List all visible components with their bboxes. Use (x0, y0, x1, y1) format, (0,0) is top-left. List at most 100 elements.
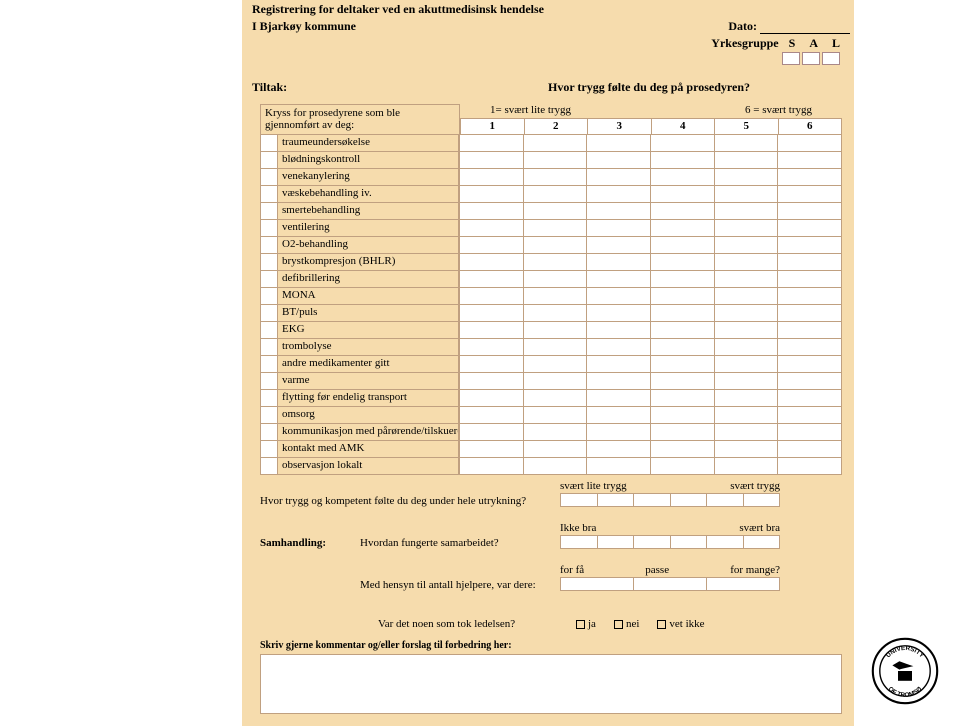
org-line: I Bjarkøy kommune (252, 19, 356, 34)
procedure-rating-cells[interactable] (459, 441, 842, 458)
procedure-checkbox[interactable] (260, 271, 278, 288)
procedure-checkbox[interactable] (260, 441, 278, 458)
procedure-rating-cells[interactable] (459, 322, 842, 339)
procedure-row: BT/puls (260, 305, 842, 322)
comment-label: Skriv gjerne kommentar og/eller forslag … (260, 640, 512, 651)
procedure-label: andre medikamenter gitt (278, 356, 459, 373)
hjelpere-boxes[interactable] (560, 577, 780, 591)
utrykning-question: Hvor trygg og kompetent følte du deg und… (260, 480, 842, 507)
procedure-rating-cells[interactable] (459, 373, 842, 390)
procedure-rating-cells[interactable] (459, 152, 842, 169)
yrk-box-l[interactable] (822, 52, 840, 65)
procedure-checkbox[interactable] (260, 356, 278, 373)
procedures-table: Kryss for prosedyrene som ble gjennomfør… (260, 104, 842, 475)
procedure-row: omsorg (260, 407, 842, 424)
procedure-row: kontakt med AMK (260, 441, 842, 458)
procedure-rating-cells[interactable] (459, 271, 842, 288)
procedure-checkbox[interactable] (260, 135, 278, 152)
yrk-box-s[interactable] (782, 52, 800, 65)
procedure-row: MONA (260, 288, 842, 305)
procedure-label: brystkompresjon (BHLR) (278, 254, 459, 271)
procedure-label: O2-behandling (278, 237, 459, 254)
procedure-label: kommunikasjon med pårørende/tilskuere (278, 424, 459, 441)
yrk-box-a[interactable] (802, 52, 820, 65)
procedure-checkbox[interactable] (260, 152, 278, 169)
ledelse-vetikke-box[interactable] (657, 620, 666, 629)
procedure-row: defibrillering (260, 271, 842, 288)
procedure-row: O2-behandling (260, 237, 842, 254)
procedure-row: ventilering (260, 220, 842, 237)
procedure-checkbox[interactable] (260, 288, 278, 305)
yrkesgruppe-label: Yrkesgruppe (711, 36, 778, 51)
procedure-row: kommunikasjon med pårørende/tilskuere (260, 424, 842, 441)
scale-legend: 1= svært lite trygg 6 = svært trygg (460, 104, 842, 118)
procedure-rating-cells[interactable] (459, 390, 842, 407)
samarbeid-rating[interactable] (560, 535, 780, 549)
procedure-label: MONA (278, 288, 459, 305)
tiltak-section-header: Tiltak: Hvor trygg følte du deg på prose… (252, 80, 850, 95)
procedure-checkbox[interactable] (260, 373, 278, 390)
procedure-checkbox[interactable] (260, 305, 278, 322)
procedure-row: varme (260, 373, 842, 390)
procedure-label: omsorg (278, 407, 459, 424)
procedure-rating-cells[interactable] (459, 305, 842, 322)
svg-text:UNIVERSITY: UNIVERSITY (885, 645, 926, 660)
dato-field: Dato: (728, 19, 850, 34)
procedure-rating-cells[interactable] (459, 356, 842, 373)
svg-text:OF TROMSØ: OF TROMSØ (887, 686, 924, 699)
procedure-row: blødningskontroll (260, 152, 842, 169)
procedure-rating-cells[interactable] (459, 135, 842, 152)
procedure-checkbox[interactable] (260, 220, 278, 237)
procedure-label: traumeundersøkelse (278, 135, 459, 152)
procedure-rating-cells[interactable] (459, 203, 842, 220)
procedure-checkbox[interactable] (260, 407, 278, 424)
procedure-rating-cells[interactable] (459, 237, 842, 254)
yrk-letters: S A L (789, 36, 840, 51)
procedure-checkbox[interactable] (260, 424, 278, 441)
procedure-checkbox[interactable] (260, 390, 278, 407)
procedure-checkbox[interactable] (260, 339, 278, 356)
procedure-row: flytting før endelig transport (260, 390, 842, 407)
utrykning-rating[interactable] (560, 493, 780, 507)
procedures-intro: Kryss for prosedyrene som ble gjennomfør… (260, 104, 460, 135)
procedure-label: ventilering (278, 220, 459, 237)
procedure-row: væskebehandling iv. (260, 186, 842, 203)
procedure-row: traumeundersøkelse (260, 135, 842, 152)
samhandling-row: Samhandling: Hvordan fungerte samarbeide… (260, 522, 842, 549)
procedure-rating-cells[interactable] (459, 339, 842, 356)
procedure-rating-cells[interactable] (459, 220, 842, 237)
procedure-label: EKG (278, 322, 459, 339)
procedure-checkbox[interactable] (260, 254, 278, 271)
ledelse-nei-box[interactable] (614, 620, 623, 629)
procedure-rating-cells[interactable] (459, 169, 842, 186)
procedure-label: væskebehandling iv. (278, 186, 459, 203)
university-tromso-logo: UNIVERSITY OF TROMSØ (870, 636, 940, 706)
procedure-label: blødningskontroll (278, 152, 459, 169)
procedure-rating-cells[interactable] (459, 407, 842, 424)
procedure-rating-cells[interactable] (459, 424, 842, 441)
form-header: Registrering for deltaker ved en akuttme… (252, 2, 850, 65)
form-title: Registrering for deltaker ved en akuttme… (252, 2, 850, 17)
procedure-label: defibrillering (278, 271, 459, 288)
procedure-row: brystkompresjon (BHLR) (260, 254, 842, 271)
procedure-row: andre medikamenter gitt (260, 356, 842, 373)
procedure-rating-cells[interactable] (459, 288, 842, 305)
scale-header: 1 2 3 4 5 6 (460, 118, 842, 135)
procedure-checkbox[interactable] (260, 169, 278, 186)
procedure-checkbox[interactable] (260, 237, 278, 254)
procedure-checkbox[interactable] (260, 203, 278, 220)
procedure-checkbox[interactable] (260, 322, 278, 339)
procedure-checkbox[interactable] (260, 186, 278, 203)
procedure-rating-cells[interactable] (459, 254, 842, 271)
procedure-rating-cells[interactable] (459, 186, 842, 203)
procedure-row: EKG (260, 322, 842, 339)
procedure-row: venekanylering (260, 169, 842, 186)
procedure-rating-cells[interactable] (459, 458, 842, 475)
comment-box[interactable] (260, 654, 842, 714)
procedure-row: trombolyse (260, 339, 842, 356)
hjelpere-row: Med hensyn til antall hjelpere, var dere… (260, 564, 842, 591)
procedure-checkbox[interactable] (260, 458, 278, 475)
ledelse-ja-box[interactable] (576, 620, 585, 629)
procedure-label: kontakt med AMK (278, 441, 459, 458)
procedure-row: observasjon lokalt (260, 458, 842, 475)
